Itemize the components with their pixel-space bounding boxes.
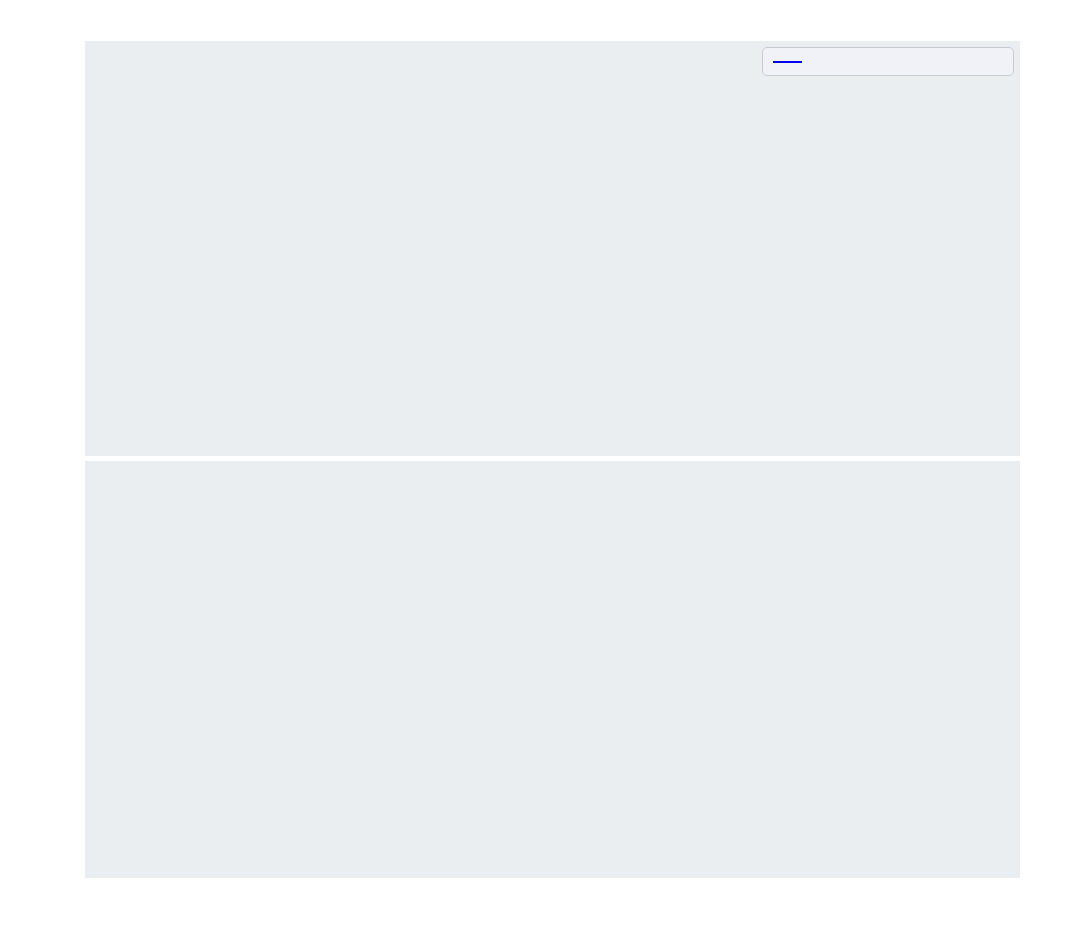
top-plot-area xyxy=(85,41,1020,456)
bottom-chart-canvas xyxy=(85,461,1020,878)
figure xyxy=(0,0,1090,942)
legend xyxy=(762,47,1014,76)
bottom-plot-area xyxy=(85,461,1020,878)
legend-line-icon xyxy=(773,61,802,63)
top-chart-canvas xyxy=(85,41,1020,456)
